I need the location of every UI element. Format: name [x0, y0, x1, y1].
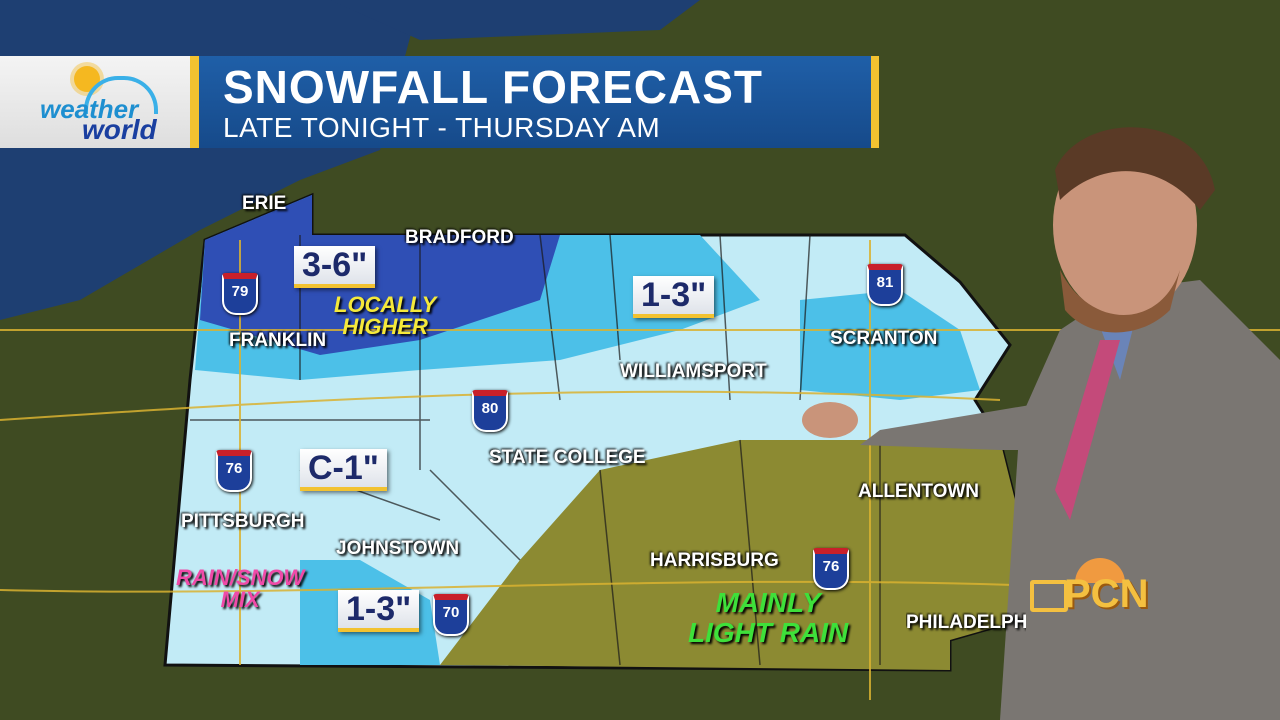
- city-label: ERIE: [242, 193, 287, 214]
- city-label: WILLIAMSPORT: [620, 361, 767, 382]
- snow-amount-label: 1-3": [633, 276, 715, 318]
- rain-snow-mix-note: RAIN/SNOW MIX: [176, 567, 304, 611]
- note-line: RAIN/SNOW: [176, 565, 305, 590]
- interstate-shield-icon: 81: [867, 264, 903, 306]
- note-line: LOCALLY: [334, 292, 437, 317]
- heavy-snow-zone: [200, 195, 560, 355]
- interstate-shield-icon: 76: [216, 450, 252, 492]
- title-box: SNOWFALL FORECAST LATE TONIGHT - THURSDA…: [199, 56, 871, 148]
- note-line: MAINLY: [715, 587, 821, 618]
- city-label: PHILADELPHIA: [906, 612, 1026, 633]
- note-line: LIGHT RAIN: [688, 617, 849, 648]
- presenter: [802, 127, 1280, 720]
- interstate-shield-icon: 80: [472, 390, 508, 432]
- logo-text-world: world: [82, 114, 157, 145]
- city-label: HARRISBURG: [650, 550, 779, 571]
- forecast-title: SNOWFALL FORECAST: [223, 61, 764, 113]
- city-label: JOHNSTOWN: [336, 538, 460, 559]
- city-label: FRANKLIN: [229, 330, 327, 351]
- rain-zone: [440, 440, 1030, 670]
- pcn-logo: PCN: [1064, 572, 1149, 616]
- snow-amount-label: C-1": [300, 449, 387, 491]
- light-rain-note: MAINLY LIGHT RAIN: [688, 588, 848, 648]
- pcn-tv-icon: [1030, 580, 1068, 612]
- city-label: STATE COLLEGE: [489, 447, 646, 468]
- snow-amount-label: 3-6": [294, 246, 376, 288]
- weather-world-logo: weather world: [0, 56, 190, 148]
- forecast-subtitle: LATE TONIGHT - THURSDAY AM: [223, 112, 661, 143]
- city-label: BRADFORD: [405, 227, 514, 248]
- note-line: HIGHER: [342, 314, 428, 339]
- logo-text-weather: weather: [40, 94, 139, 124]
- lake-ontario: [330, 0, 700, 40]
- snow-amount-label: 1-3": [338, 590, 420, 632]
- moderate-snow-ne: [800, 290, 980, 400]
- interstate-shield-icon: 79: [222, 273, 258, 315]
- note-line: MIX: [220, 587, 260, 612]
- city-label: PITTSBURGH: [181, 511, 305, 532]
- locally-higher-note: LOCALLY HIGHER: [334, 294, 436, 338]
- accent-end: [871, 56, 879, 148]
- city-label: ALLENTOWN: [858, 481, 980, 502]
- interstate-shield-icon: 76: [813, 548, 849, 590]
- city-label: SCRANTON: [830, 328, 938, 349]
- accent-divider: [190, 56, 199, 148]
- interstate-shield-icon: 70: [433, 594, 469, 636]
- title-banner: weather world SNOWFALL FORECAST LATE TON…: [0, 56, 879, 148]
